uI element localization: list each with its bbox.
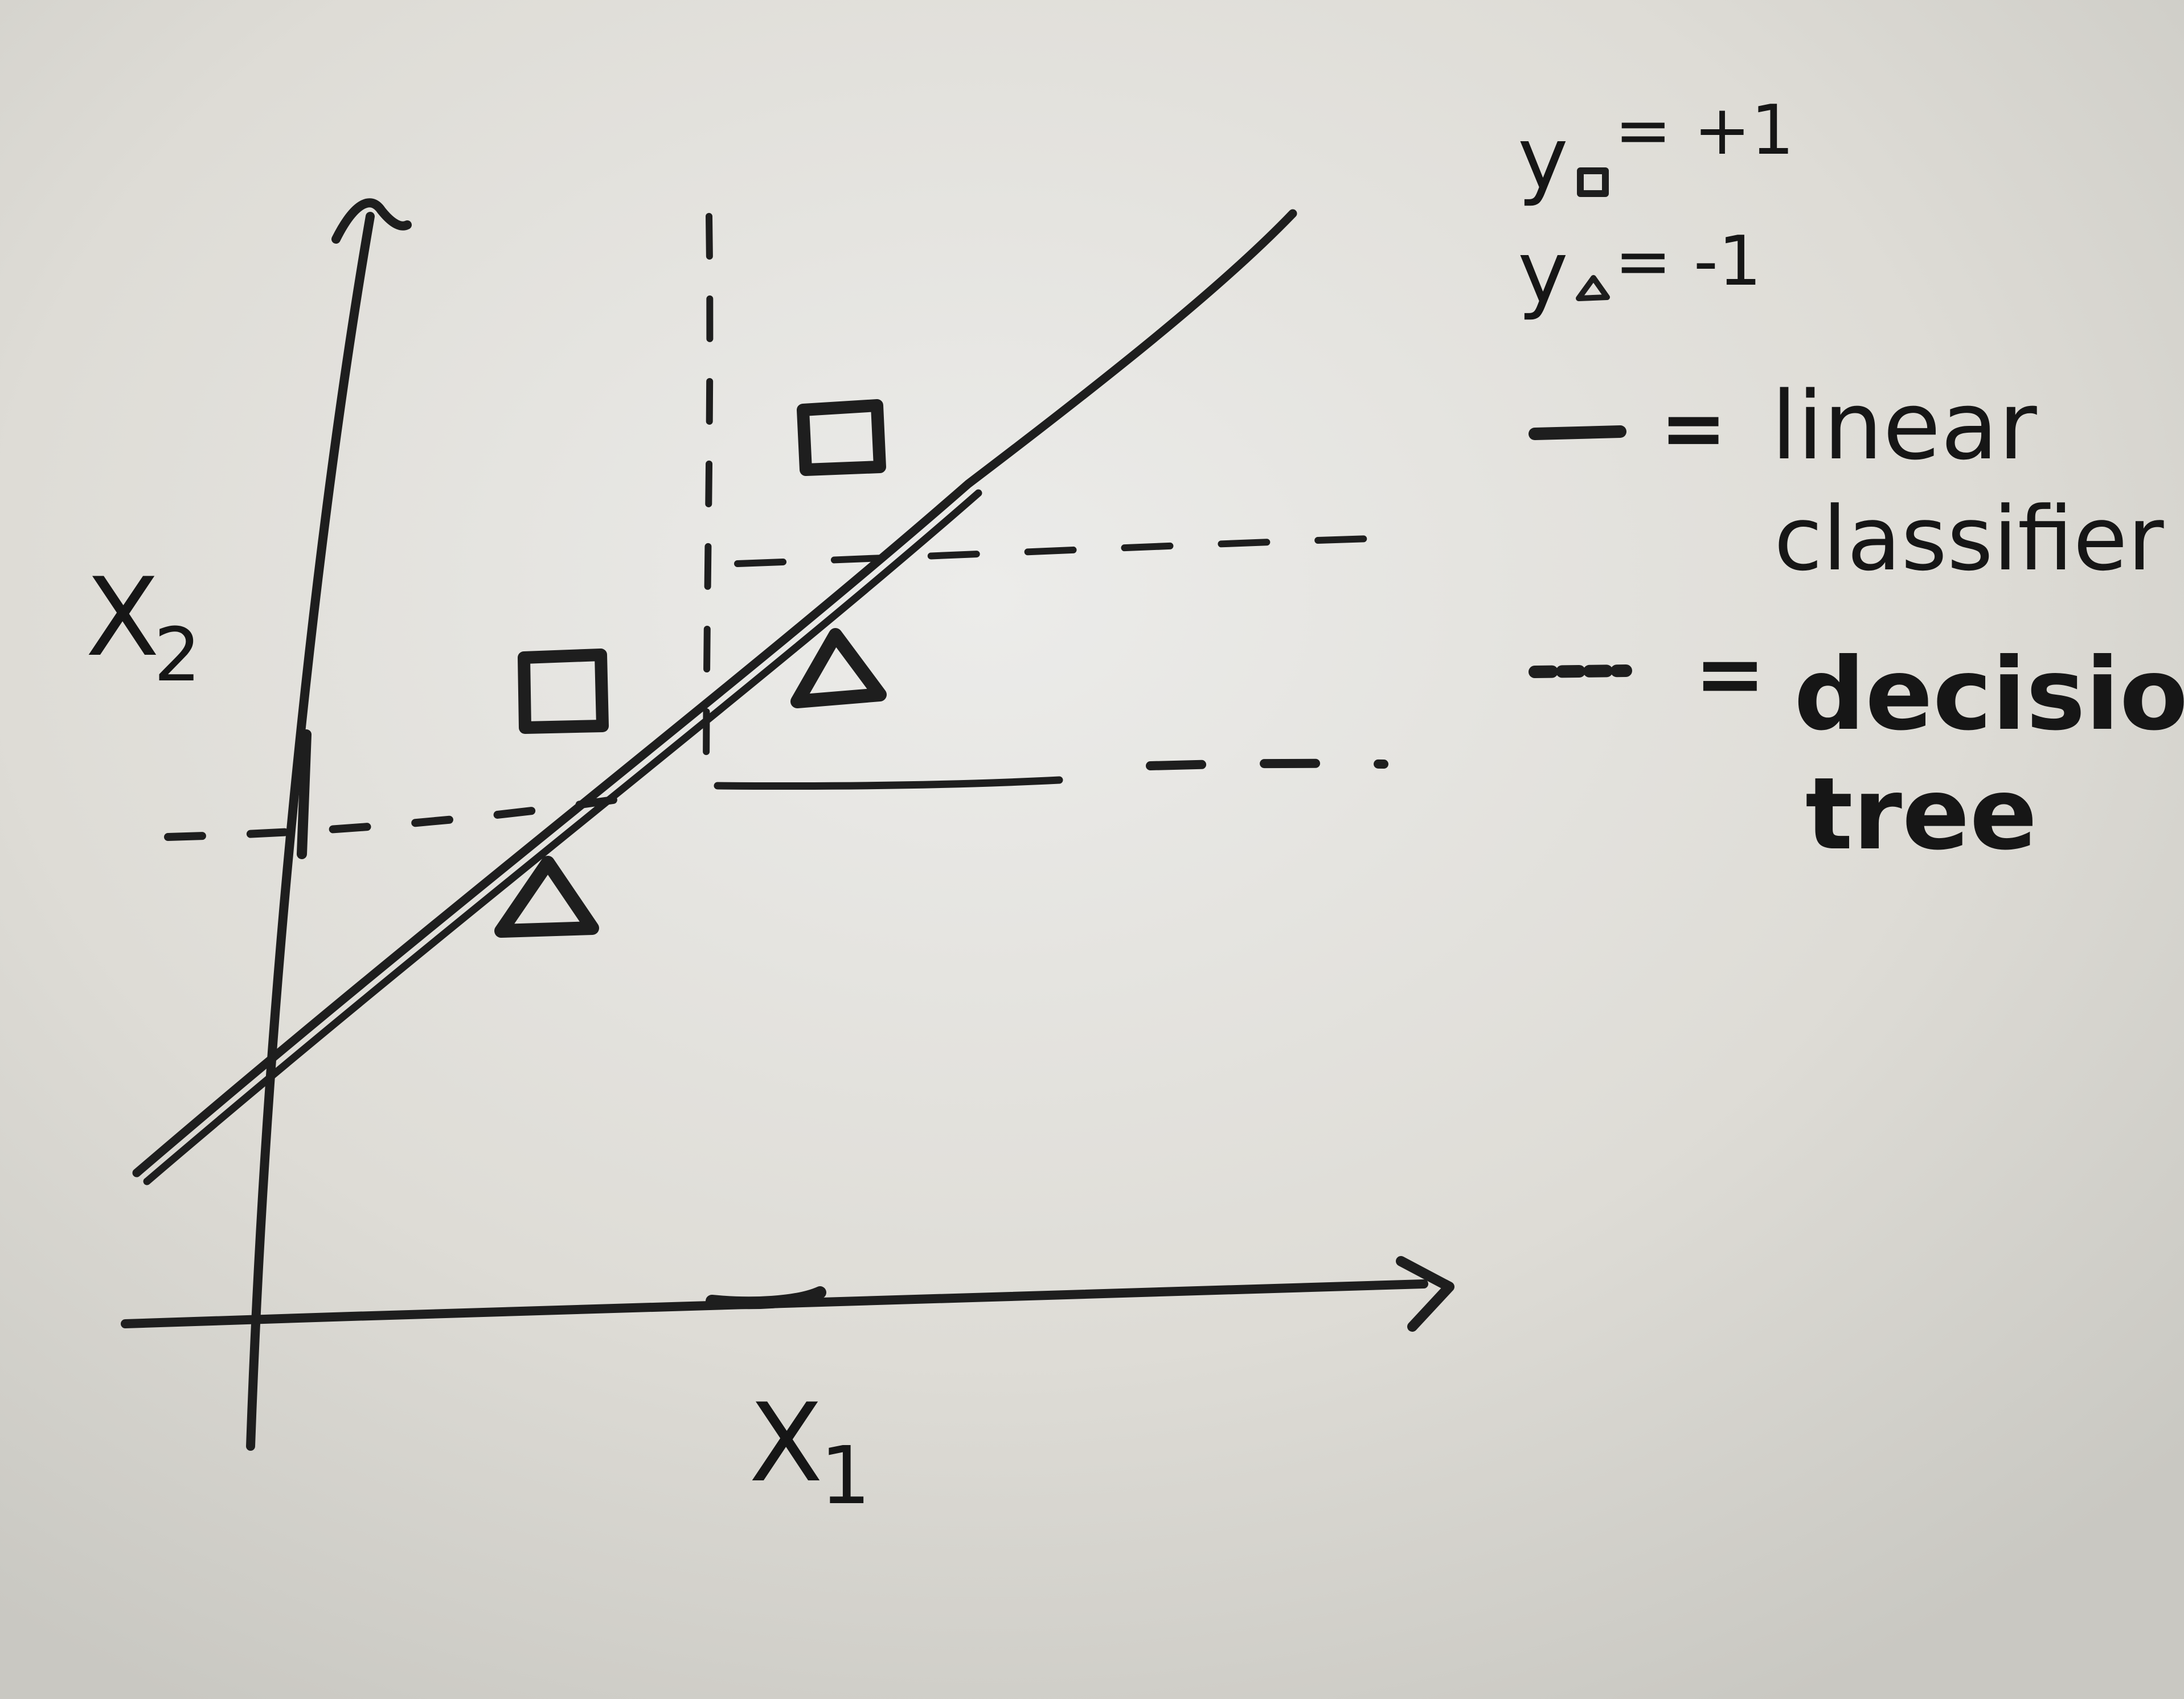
legend-square-prefix: y	[1518, 109, 1568, 208]
square-icon	[518, 649, 609, 734]
y-axis-label-subscript: 2	[154, 612, 201, 698]
linear-classifier-line	[132, 209, 1297, 1185]
legend-triangle-entry: y = -1	[1518, 222, 1761, 322]
legend-tree-line2: tree	[1805, 757, 2037, 872]
legend-square-value: = +1	[1615, 91, 1794, 170]
legend-tree-entry: = decision tree	[1529, 625, 2184, 872]
legend-tree-eq: =	[1694, 625, 1766, 724]
dashed-line-icon	[1529, 664, 1632, 678]
triangle-icon	[790, 628, 887, 708]
square-icon	[797, 399, 886, 476]
triangle-icon	[1576, 275, 1610, 301]
solid-line-icon	[1529, 425, 1626, 440]
legend-tree-line1: decision	[1794, 637, 2184, 753]
legend: y = +1 y = -1 = linear classifier = deci…	[1518, 91, 2184, 872]
y-axis-label: X 2	[85, 555, 201, 698]
x-axis-label-subscript: 1	[820, 1430, 871, 1522]
y-axis-label-letter: X	[85, 555, 159, 680]
decision-tree-lines	[164, 213, 1393, 859]
legend-linear-entry: = linear classifier	[1529, 371, 2164, 590]
x-axis-label-letter: X	[749, 1380, 823, 1506]
legend-triangle-prefix: y	[1518, 223, 1568, 322]
legend-linear-line2: classifier	[1774, 487, 2164, 590]
legend-triangle-value: = -1	[1615, 222, 1761, 301]
triangle-icon	[494, 856, 599, 938]
legend-linear-eq: =	[1660, 382, 1727, 475]
square-icon	[1577, 167, 1609, 197]
x-axis-label: X 1	[749, 1380, 871, 1522]
y-axis	[246, 198, 412, 1451]
legend-linear-line1: linear	[1771, 371, 2037, 481]
x-axis	[121, 1256, 1454, 1332]
legend-square-entry: y = +1	[1518, 91, 1794, 208]
